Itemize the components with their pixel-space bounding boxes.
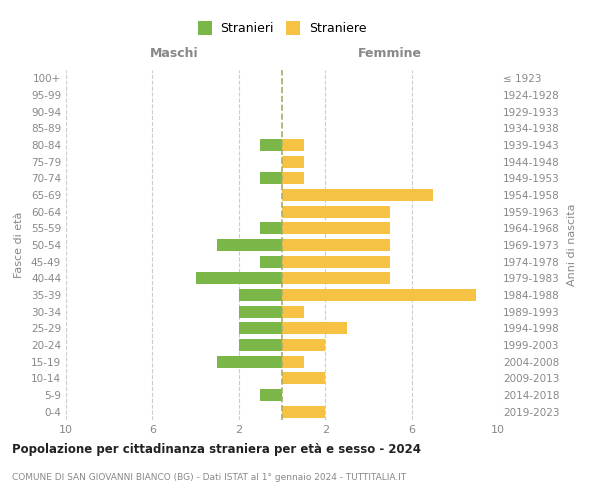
Bar — [282, 156, 304, 168]
Bar — [239, 289, 282, 301]
Text: Maschi: Maschi — [149, 47, 199, 60]
Text: COMUNE DI SAN GIOVANNI BIANCO (BG) - Dati ISTAT al 1° gennaio 2024 - TUTTITALIA.: COMUNE DI SAN GIOVANNI BIANCO (BG) - Dat… — [12, 472, 406, 482]
Text: Femmine: Femmine — [358, 47, 422, 60]
Bar — [217, 356, 282, 368]
Bar — [282, 406, 325, 417]
Bar — [282, 322, 347, 334]
Bar — [282, 306, 304, 318]
Bar — [217, 239, 282, 251]
Bar — [239, 322, 282, 334]
Bar — [282, 256, 390, 268]
Bar — [282, 289, 476, 301]
Bar — [260, 256, 282, 268]
Bar — [260, 222, 282, 234]
Bar — [282, 172, 304, 184]
Bar — [282, 372, 325, 384]
Bar — [282, 222, 390, 234]
Bar — [196, 272, 282, 284]
Bar — [282, 189, 433, 201]
Y-axis label: Anni di nascita: Anni di nascita — [566, 204, 577, 286]
Bar — [260, 172, 282, 184]
Bar — [282, 206, 390, 218]
Bar — [260, 139, 282, 151]
Bar — [239, 339, 282, 351]
Y-axis label: Fasce di età: Fasce di età — [14, 212, 24, 278]
Bar — [282, 356, 304, 368]
Bar — [282, 139, 304, 151]
Bar — [239, 306, 282, 318]
Text: Popolazione per cittadinanza straniera per età e sesso - 2024: Popolazione per cittadinanza straniera p… — [12, 442, 421, 456]
Bar — [282, 239, 390, 251]
Bar — [260, 389, 282, 401]
Bar — [282, 339, 325, 351]
Bar — [282, 272, 390, 284]
Legend: Stranieri, Straniere: Stranieri, Straniere — [193, 16, 371, 40]
